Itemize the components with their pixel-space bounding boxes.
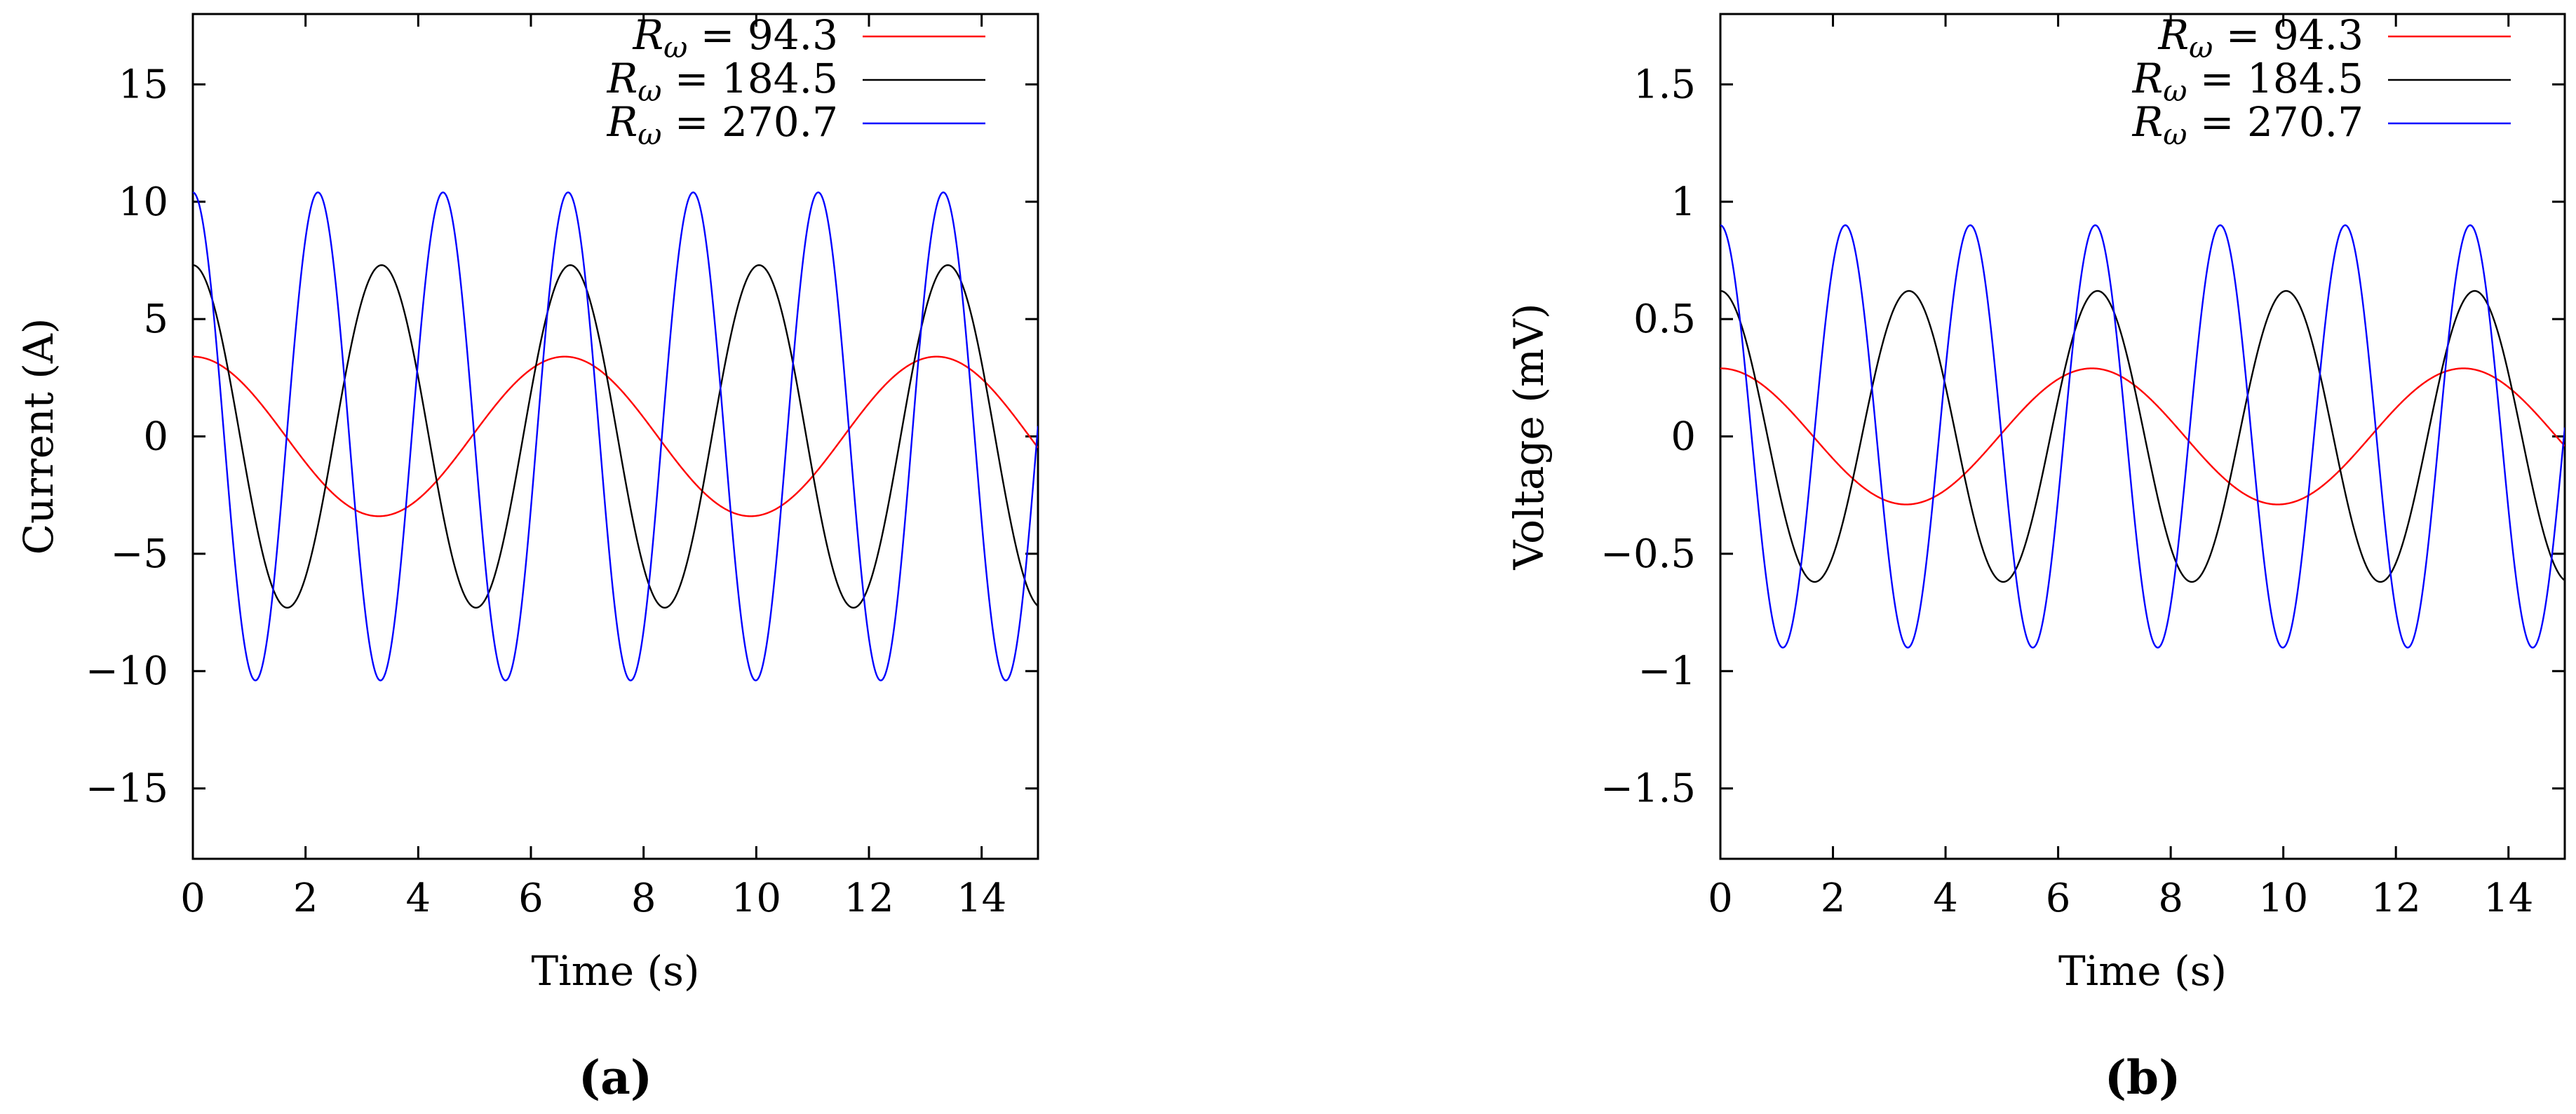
series-line [1720, 367, 2565, 505]
y-tick-label: 10 [119, 179, 168, 225]
legend-entry: Rω = 94.3 [632, 11, 838, 64]
y-tick-label: −10 [86, 648, 168, 694]
y-tick-label: 0.5 [1633, 297, 1696, 342]
series-line [193, 264, 1038, 609]
y-axis-label: Current (A) [15, 318, 62, 555]
y-tick-label: 1 [1671, 179, 1696, 225]
y-tick-label: −1.5 [1600, 766, 1696, 812]
axis-ticks: 0 2 4 6 8 10 12 14 −1.5 −1 −0.5 0 0.5 1 1.5 [1600, 14, 2565, 921]
x-tick-label: 8 [2158, 876, 2183, 921]
panel-label: (a) [579, 1050, 652, 1105]
legend: Rω = 94.3Rω = 184.5Rω = 270.7 [607, 11, 985, 151]
axis-ticks: 0 2 4 6 8 10 12 14 −15 −10 −5 0 5 10 15 [86, 14, 1038, 921]
series-line [193, 191, 1038, 681]
x-axis-label: Time (s) [531, 947, 699, 995]
series-line [193, 355, 1038, 517]
x-tick-label: 4 [1933, 876, 1958, 921]
legend-entry: Rω = 94.3 [2157, 11, 2363, 64]
x-tick-label: 8 [631, 876, 656, 921]
x-tick-label: 10 [731, 876, 781, 921]
legend-entry: Rω = 270.7 [2132, 98, 2363, 151]
series-layer [1720, 224, 2565, 648]
y-axis-label: Voltage (mV) [1505, 304, 1553, 571]
series-layer [193, 191, 1038, 681]
legend-entry: Rω = 184.5 [2132, 55, 2363, 108]
legend: Rω = 94.3Rω = 184.5Rω = 270.7 [2132, 11, 2511, 151]
y-tick-label: −0.5 [1600, 531, 1696, 577]
legend-entry: Rω = 184.5 [607, 55, 838, 108]
x-tick-label: 12 [844, 876, 893, 921]
y-tick-label: 0 [1671, 414, 1696, 460]
x-tick-label: 2 [1821, 876, 1846, 921]
legend-entry: Rω = 270.7 [607, 98, 838, 151]
x-tick-label: 4 [406, 876, 431, 921]
x-tick-label: 6 [2046, 876, 2071, 921]
y-tick-label: −5 [110, 531, 168, 577]
x-axis-label: Time (s) [2058, 947, 2227, 995]
y-tick-label: 5 [143, 297, 168, 342]
y-tick-label: 15 [119, 62, 168, 107]
x-tick-label: 0 [180, 876, 205, 921]
x-tick-label: 10 [2258, 876, 2308, 921]
x-tick-label: 2 [293, 876, 318, 921]
x-tick-label: 14 [957, 876, 1006, 921]
y-tick-label: −15 [86, 766, 168, 812]
x-tick-label: 0 [1708, 876, 1733, 921]
panel-label: (b) [2105, 1050, 2181, 1105]
x-tick-label: 14 [2483, 876, 2533, 921]
y-tick-label: 1.5 [1633, 62, 1696, 107]
x-tick-label: 6 [518, 876, 544, 921]
chart-panel-b: 0 2 4 6 8 10 12 14−1.5−1−0.500.511.5 Rω = 94.3R… [1505, 11, 2566, 1105]
series-line [1720, 290, 2565, 583]
y-tick-label: 0 [143, 414, 168, 460]
y-tick-label: −1 [1638, 648, 1696, 694]
series-line [1720, 224, 2565, 648]
x-tick-label: 12 [2371, 876, 2421, 921]
